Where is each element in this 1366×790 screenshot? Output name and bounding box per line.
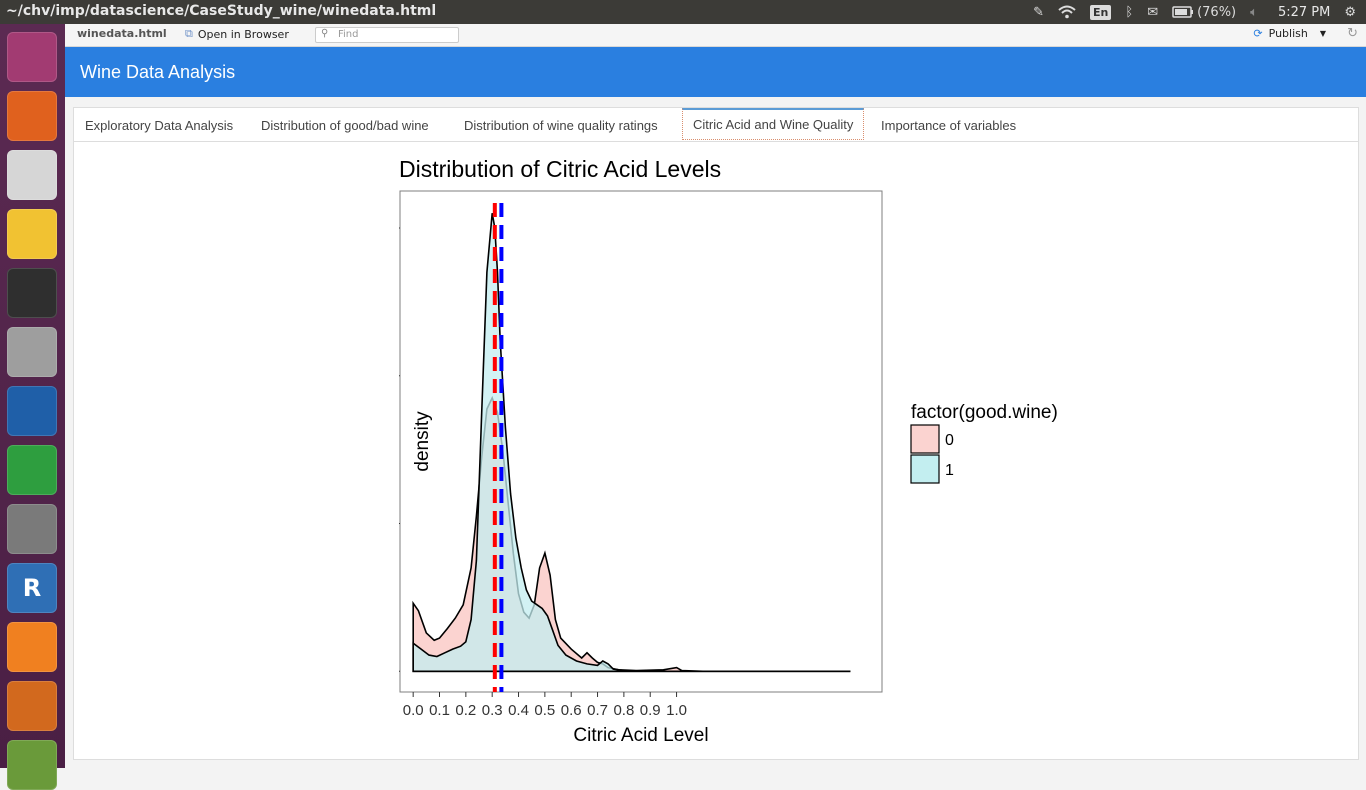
terminal-icon[interactable] [7, 268, 57, 318]
viewer-toolbar: winedata.html ⧉ Open in Browser ⚲ Find ⟳… [65, 24, 1366, 47]
y-axis-label: density [412, 411, 433, 472]
files-icon[interactable] [7, 327, 57, 377]
publish-button[interactable]: ⟳ Publish ▼ [1253, 27, 1326, 40]
x-tick-label: 0.9 [640, 702, 661, 719]
firefox-icon[interactable] [7, 91, 57, 141]
vlc-icon[interactable] [7, 622, 57, 672]
window-title: ~/chv/imp/datascience/CaseStudy_wine/win… [6, 3, 437, 19]
clock[interactable]: 5:27 PM [1277, 4, 1331, 20]
publish-icon: ⟳ [1253, 27, 1263, 40]
x-tick-label: 1.0 [666, 702, 687, 719]
x-axis-label: Citric Acid Level [573, 725, 708, 746]
volume-muted-icon[interactable]: 🔈︎ [1250, 4, 1258, 20]
x-tick-label: 0.7 [587, 702, 608, 719]
legend-key-1 [910, 454, 940, 484]
x-tick-label: 0.4 [508, 702, 529, 719]
battery-percent: (76%) [1197, 4, 1237, 20]
legend-label-0: 0 [945, 432, 954, 449]
tab-distribution-good-bad-wine[interactable]: Distribution of good/bad wine [261, 118, 429, 133]
calc-icon[interactable] [7, 445, 57, 495]
system-top-bar: ~/chv/imp/datascience/CaseStudy_wine/win… [0, 0, 1366, 24]
refresh-icon[interactable]: ↻ [1347, 26, 1358, 41]
rstudio-icon[interactable]: R [7, 563, 57, 613]
citric-acid-chart: Distribution of Citric Acid Levels 0246 … [383, 143, 1179, 757]
x-axis: 0.0 0.1 0.2 0.3 0.4 0.5 0.6 0.7 0.8 0.9 1.0 [403, 692, 687, 719]
update-icon[interactable] [7, 740, 57, 790]
x-tick-label: 0.6 [561, 702, 582, 719]
legend-title: factor(good.wine) [911, 402, 1058, 423]
x-tick-label: 0.0 [403, 702, 424, 719]
find-input[interactable]: ⚲ Find [315, 27, 459, 43]
system-settings-icon[interactable] [7, 504, 57, 554]
legend: factor(good.wine) 0 1 [910, 402, 1058, 484]
x-tick-label: 0.3 [482, 702, 503, 719]
tab-citric-acid-wine-quality[interactable]: Citric Acid and Wine Quality [682, 108, 865, 140]
mail-icon[interactable]: ✉ [1147, 4, 1159, 20]
chart-svg: Distribution of Citric Acid Levels 0246 … [383, 156, 1058, 746]
wifi-icon[interactable] [1058, 5, 1076, 19]
legend-key-0 [910, 424, 940, 454]
main-panel: Exploratory Data Analysis Distribution o… [73, 107, 1359, 760]
tab-exploratory-data-analysis[interactable]: Exploratory Data Analysis [85, 118, 234, 133]
open-in-browser-label: Open in Browser [197, 27, 289, 41]
open-in-browser-button[interactable]: ⧉ Open in Browser [185, 27, 289, 41]
tab-importance-of-variables[interactable]: Importance of variables [881, 118, 1017, 133]
x-tick-label: 0.1 [429, 702, 450, 719]
x-tick-label: 0.8 [613, 702, 634, 719]
tab-bar: Exploratory Data Analysis Distribution o… [74, 108, 1358, 142]
software-center-icon[interactable] [7, 681, 57, 731]
publish-label: Publish [1268, 27, 1308, 40]
keyboard-layout-indicator[interactable]: En [1090, 4, 1112, 20]
chrome-icon[interactable] [7, 150, 57, 200]
app-header: Wine Data Analysis [65, 47, 1366, 97]
rstudio-letter: R [22, 574, 42, 602]
notes-icon[interactable]: ✎ [1033, 4, 1045, 20]
chevron-down-icon: ▼ [1319, 29, 1326, 38]
legend-label-1: 1 [945, 462, 954, 479]
gear-icon[interactable]: ⚙ [1344, 4, 1356, 20]
vline-layer [492, 203, 504, 692]
density-area-1 [412, 213, 851, 673]
file-name: winedata.html [77, 27, 167, 40]
launcher: R [0, 24, 65, 790]
search-icon: ⚲ [321, 28, 329, 39]
battery-icon[interactable]: (76%) [1172, 5, 1236, 20]
system-tray: ✎ En ᛒ ✉ (76%) 🔈︎ 5:27 PM ⚙ [1033, 0, 1356, 24]
x-tick-label: 0.5 [534, 702, 555, 719]
app-title: Wine Data Analysis [80, 62, 236, 82]
bluetooth-icon[interactable]: ᛒ [1125, 4, 1134, 20]
browser-icon: ⧉ [185, 27, 193, 40]
x-tick-label: 0.2 [455, 702, 476, 719]
tab-distribution-quality-ratings[interactable]: Distribution of wine quality ratings [464, 118, 658, 133]
find-placeholder: Find [338, 29, 359, 40]
chart-title: Distribution of Citric Acid Levels [399, 156, 721, 182]
text-editor-icon[interactable] [7, 209, 57, 259]
writer-icon[interactable] [7, 386, 57, 436]
ubuntu-dash-icon[interactable] [7, 32, 57, 82]
